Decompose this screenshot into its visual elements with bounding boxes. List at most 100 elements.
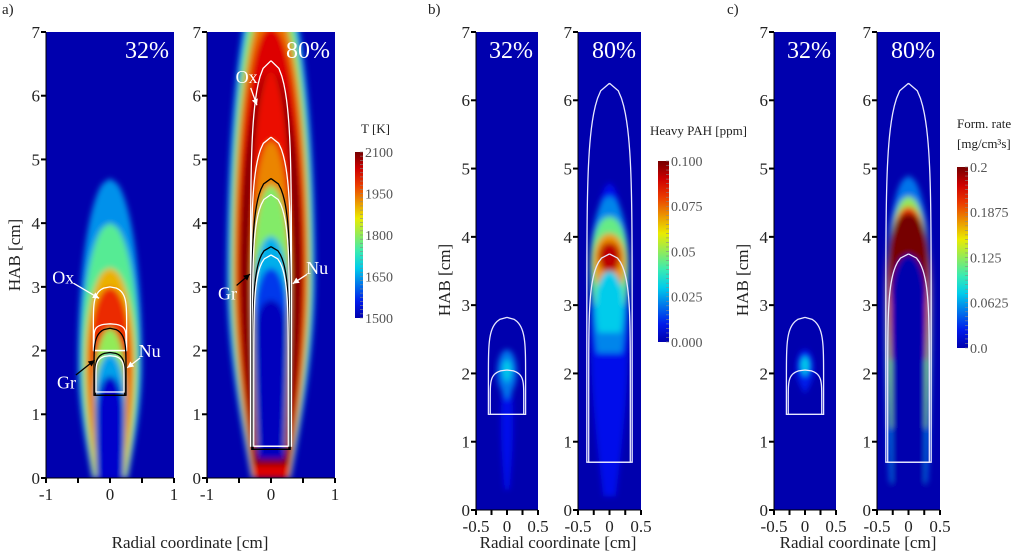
colorbar-tick-label: 0.0 [970,342,988,357]
case-label: 80% [286,38,330,64]
x-tick-label: 0.5 [527,517,548,536]
colorbar-c: 0.0 0.0625 0.125 0.1875 0.2 Form. rate [mg/cm³… [957,116,1011,357]
y-tick-label: 3 [32,278,41,297]
x-tick-label: 0 [267,485,276,504]
colorbar-gradient [957,167,968,348]
contour-line [94,351,126,396]
y-tick-label: 7 [564,23,573,42]
iso-region [255,299,287,459]
x-tick-label: 0.5 [825,517,846,536]
colorbar-tick-label: 1650 [365,270,393,285]
field-regions [885,175,932,510]
colorbar-tick-label: 0.075 [671,200,703,215]
y-tick-label: 2 [564,364,573,383]
y-tick-label: 1 [32,405,41,424]
y-tick-label: 3 [462,296,471,315]
case-label: 80% [891,38,935,64]
annotation-nu: Nu [306,258,328,278]
contour-line [887,253,930,463]
y-tick-label: 1 [564,433,573,452]
case-label: 32% [125,38,169,64]
y-tick-label: 5 [193,150,202,169]
y-tick-label: 0 [462,501,471,520]
y-tick-label: 0 [564,501,573,520]
colorbar-title: T [K] [361,121,390,136]
y-tick-label: 5 [462,160,471,179]
y-tick-label: 4 [193,214,202,233]
contour-line [489,369,525,416]
y-tick-label: 5 [564,160,573,179]
field [877,32,940,510]
x-tick-label: 0.5 [630,517,651,536]
y-tick-label: 0 [863,501,872,520]
contour-line [588,253,631,463]
y-tick-label: 0 [32,469,41,488]
iso-region [595,271,624,333]
y-tick-label: 0 [193,469,202,488]
x-tick-label: 0 [904,517,913,536]
panel-b: b) HAB [cm] Radial coordinate [cm] 32% 0 1 2 3 4… [428,2,747,552]
y-tick-label: 7 [462,23,471,42]
y-tick-label: 7 [32,23,41,42]
annotation-ox: Ox [236,67,258,87]
y-tick-label: 1 [863,433,872,452]
y-tick-label: 2 [462,364,471,383]
y-axis-label: HAB [cm] [435,244,454,316]
x-tick-label: 1 [331,485,340,504]
y-tick-label: 6 [32,87,41,106]
colorbar-tick-label: 0.1875 [970,206,1009,221]
iso-region [890,253,927,510]
panel-c: c) HAB [cm] Radial coordinate [cm] 32% 0 1 2 3 4… [727,2,1011,552]
annotation-gr: Gr [218,284,237,304]
arrow-head-icon [243,274,250,281]
field [578,32,641,510]
iso-region [598,242,621,271]
x-tick-label: -1 [200,485,214,504]
iso-region [500,373,514,490]
y-axis-label: HAB [cm] [5,219,24,291]
case-label: 32% [787,38,831,64]
panel-label: a) [2,2,14,18]
arrow-head-icon [127,361,135,368]
y-tick-label: 0 [760,501,769,520]
y-tick-label: 2 [32,342,41,361]
colorbar-b: 0.000 0.025 0.05 0.075 0.100 Heavy PAH [ppm] [650,123,747,351]
colorbar-tick-label: 0.05 [671,245,696,260]
arrow-head-icon [292,277,300,284]
y-tick-label: 3 [863,296,872,315]
y-tick-label: 4 [564,228,573,247]
x-tick-label: -0.5 [761,517,788,536]
x-tick-label: -0.5 [864,517,891,536]
y-tick-label: 7 [760,23,769,42]
y-tick-label: 1 [760,433,769,452]
y-tick-label: 5 [863,160,872,179]
x-tick-label: 1 [170,485,179,504]
contour-line [253,254,289,447]
x-tick-label: -1 [39,485,53,504]
x-axis-label: Radial coordinate [cm] [780,533,937,552]
contour-line [787,369,823,416]
contour-line [252,246,290,450]
y-tick-label: 6 [462,91,471,110]
x-tick-label: 0 [106,485,115,504]
arrow-head-icon [251,98,258,106]
y-tick-label: 6 [564,91,573,110]
y-tick-label: 1 [193,405,202,424]
field [46,32,174,478]
colorbar-gradient [355,152,363,318]
y-tick-label: 6 [760,91,769,110]
field-regions [796,349,814,394]
y-tick-label: 7 [193,23,202,42]
y-tick-label: 6 [863,91,872,110]
